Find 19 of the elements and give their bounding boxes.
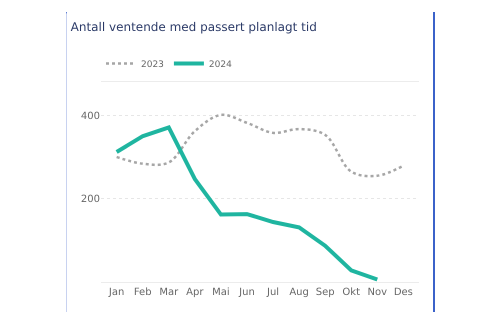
x-tick-label: Jun <box>238 287 255 298</box>
y-tick-label: 200 <box>80 194 100 206</box>
x-tick-label: Okt <box>342 287 360 298</box>
line-series <box>115 114 405 178</box>
x-tick-label: Feb <box>134 287 152 298</box>
legend-label: 2023 <box>141 60 164 70</box>
x-tick-label: Des <box>394 287 413 298</box>
line-series <box>114 125 380 282</box>
x-tick-label: Jul <box>266 287 280 298</box>
x-tick-label: Mar <box>159 287 180 298</box>
x-tick-label: Sep <box>316 287 335 298</box>
legend-label: 2024 <box>208 60 232 70</box>
x-tick-label: Aug <box>289 287 309 298</box>
chart-title: Antall ventende med passert planlagt tid <box>70 20 317 34</box>
x-tick-label: Mai <box>212 287 230 298</box>
x-tick-label: Nov <box>368 287 388 298</box>
y-tick-label: 400 <box>80 110 100 122</box>
x-tick-label: Apr <box>186 287 204 298</box>
x-tick-label: Jan <box>108 287 124 298</box>
